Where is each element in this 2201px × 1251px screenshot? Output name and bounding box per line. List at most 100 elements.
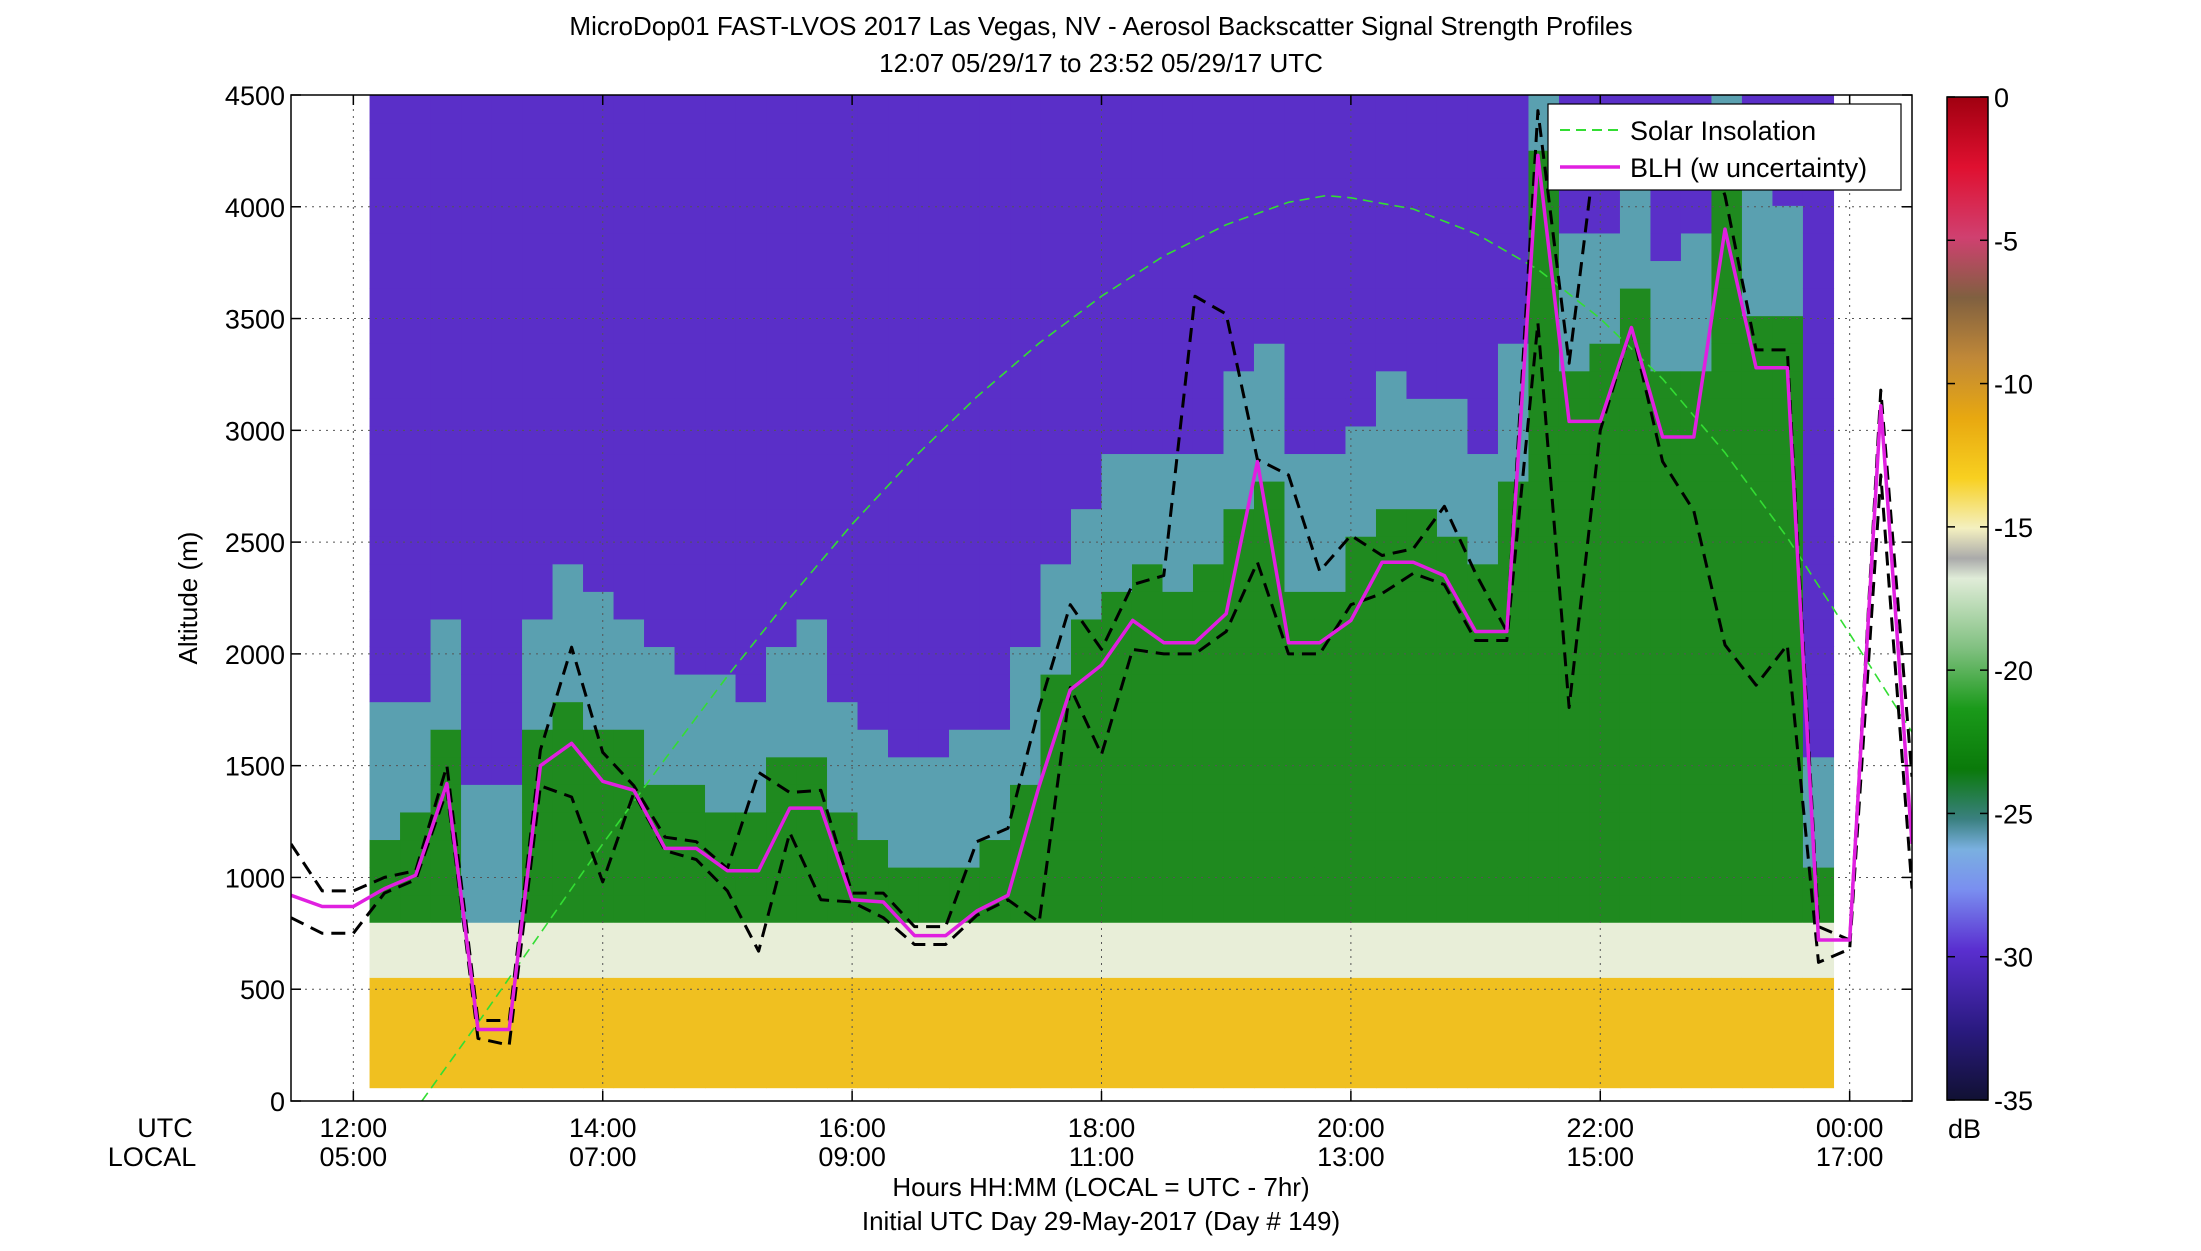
- heatmap-cell: [674, 591, 706, 620]
- heatmap-cell: [1284, 205, 1316, 234]
- heatmap-cell: [1589, 811, 1621, 841]
- heatmap-cell: [1741, 398, 1774, 427]
- colorbar-tick-label: -20: [1994, 656, 2033, 686]
- heatmap-cell: [430, 260, 462, 289]
- heatmap-cell: [522, 1004, 554, 1034]
- heatmap-cell: [979, 288, 1011, 317]
- heatmap-cell: [796, 370, 828, 399]
- heatmap-cell: [1071, 453, 1103, 482]
- heatmap-cell: [1162, 977, 1194, 1006]
- heatmap-cell: [1558, 839, 1591, 868]
- heatmap-cell: [583, 563, 615, 592]
- heatmap-cell: [522, 315, 554, 344]
- heatmap-cell: [1162, 232, 1194, 262]
- heatmap-cell: [552, 343, 584, 372]
- heatmap-cell: [888, 232, 920, 262]
- heatmap-cell: [1497, 949, 1530, 978]
- heatmap-cell: [674, 618, 706, 648]
- heatmap-cell: [1497, 1004, 1530, 1034]
- heatmap-cell: [1223, 95, 1255, 124]
- heatmap-cell: [1223, 949, 1255, 978]
- heatmap-cell: [888, 646, 920, 675]
- heatmap-cell: [918, 398, 950, 427]
- heatmap-cell: [1314, 398, 1347, 427]
- heatmap-cell: [1467, 232, 1499, 262]
- heatmap-cell: [613, 1004, 645, 1034]
- heatmap-cell: [918, 95, 950, 124]
- heatmap-cell: [1345, 756, 1377, 785]
- heatmap-cell: [1223, 453, 1255, 482]
- heatmap-cell: [1223, 618, 1255, 648]
- heatmap-cell: [1467, 839, 1499, 868]
- heatmap-cell: [1802, 1004, 1835, 1034]
- heatmap-cell: [1192, 343, 1225, 372]
- heatmap-cell: [1802, 370, 1835, 399]
- heatmap-cell: [1192, 756, 1225, 785]
- heatmap-cell: [918, 1032, 950, 1061]
- heatmap-cell: [827, 315, 859, 344]
- heatmap-cell: [674, 177, 706, 206]
- heatmap-cell: [888, 370, 920, 399]
- heatmap-cell: [1345, 839, 1377, 868]
- heatmap-cell: [705, 646, 737, 675]
- heatmap-cell: [491, 288, 523, 317]
- heatmap-cell: [979, 1032, 1011, 1061]
- heatmap-cell: [1650, 508, 1682, 537]
- heatmap-cell: [1558, 701, 1591, 730]
- heatmap-cell: [918, 508, 950, 537]
- heatmap-cell: [1010, 646, 1042, 675]
- heatmap-cell: [918, 232, 950, 262]
- heatmap-cell: [1802, 398, 1835, 427]
- heatmap-cell: [1345, 563, 1377, 592]
- heatmap-cell: [1040, 977, 1072, 1006]
- heatmap-cell: [522, 949, 554, 978]
- heatmap-cell: [796, 839, 828, 868]
- heatmap-cell: [1314, 811, 1347, 841]
- heatmap-cell: [1071, 867, 1103, 896]
- heatmap-cell: [1589, 646, 1621, 675]
- heatmap-cell: [1101, 674, 1133, 703]
- heatmap-cell: [705, 95, 737, 124]
- heatmap-cell: [918, 674, 950, 703]
- heatmap-cell: [1101, 150, 1133, 179]
- heatmap-cell: [979, 150, 1011, 179]
- heatmap-cell: [1589, 618, 1621, 648]
- heatmap-cell: [1619, 232, 1652, 262]
- heatmap-cell: [705, 894, 737, 923]
- heatmap-cell: [1284, 977, 1316, 1006]
- heatmap-cell: [1772, 232, 1804, 262]
- heatmap-cell: [1589, 260, 1621, 289]
- heatmap-cell: [1162, 894, 1194, 923]
- heatmap-cell: [1131, 922, 1164, 951]
- heatmap-cell: [705, 205, 737, 234]
- heatmap-cell: [400, 288, 432, 317]
- heatmap-cell: [1406, 232, 1438, 262]
- heatmap-cell: [1131, 122, 1164, 151]
- heatmap-cell: [857, 95, 889, 124]
- heatmap-cell: [1436, 343, 1469, 372]
- heatmap-cell: [1436, 232, 1469, 262]
- heatmap-cell: [1071, 563, 1103, 592]
- heatmap-cell: [888, 398, 920, 427]
- heatmap-cell: [522, 122, 554, 151]
- x-ticks: 12:0005:0014:0007:0016:0009:0018:0011:00…: [320, 95, 1883, 1172]
- heatmap-cell: [613, 894, 645, 923]
- heatmap-cell: [979, 618, 1011, 648]
- heatmap-cell: [1253, 150, 1286, 179]
- heatmap-cell: [430, 1004, 462, 1034]
- heatmap-cell: [1436, 701, 1469, 730]
- y-tick-label: 2000: [225, 640, 285, 670]
- heatmap-cell: [1010, 122, 1042, 151]
- heatmap-cell: [1436, 315, 1469, 344]
- heatmap-cell: [1711, 563, 1743, 592]
- heatmap-cell: [979, 205, 1011, 234]
- heatmap-cell: [979, 1004, 1011, 1034]
- heatmap-cell: [613, 949, 645, 978]
- heatmap-cell: [1040, 563, 1072, 592]
- heatmap-cell: [491, 95, 523, 124]
- heatmap-cell: [1406, 977, 1438, 1006]
- heatmap-cell: [1040, 811, 1072, 841]
- heatmap-cell: [918, 618, 950, 648]
- heatmap-cell: [857, 1004, 889, 1034]
- heatmap-cell: [1528, 481, 1560, 510]
